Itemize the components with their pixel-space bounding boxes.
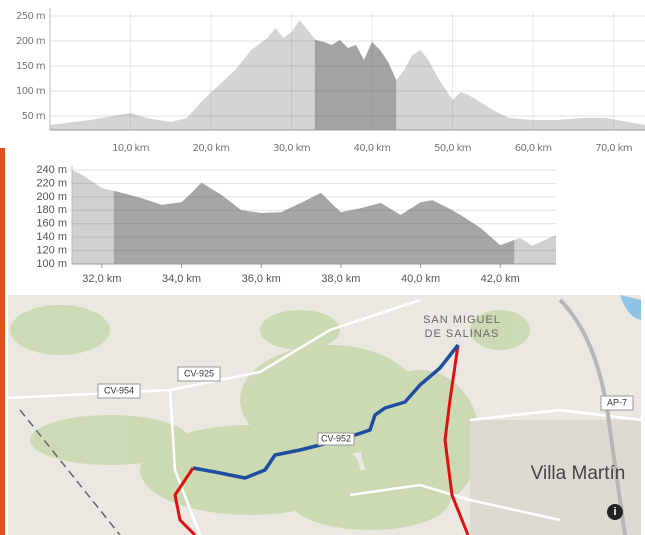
y-tick-label: 120 m — [36, 244, 67, 256]
x-tick-label: 10,0 km — [112, 143, 149, 154]
y-tick-label: 220 m — [36, 177, 67, 189]
x-tick-label: 38,0 km — [321, 273, 360, 285]
y-tick-label: 180 m — [36, 204, 67, 216]
x-tick-label: 42,0 km — [481, 273, 520, 285]
x-tick-label: 40,0 km — [401, 273, 440, 285]
y-tick-label: 150 m — [16, 61, 45, 72]
place-label: SAN MIGUEL — [423, 314, 501, 326]
info-icon: i — [613, 506, 616, 518]
highlight-area — [314, 38, 397, 130]
highlight-area — [113, 182, 515, 264]
charts: 50 m 100 m 150 m 200 m 250 m 10,0 km 20,0 km 30… — [15, 8, 645, 285]
y-tick-label: 200 m — [16, 36, 45, 47]
road-label: AP-7 — [607, 397, 627, 407]
y-tick-label: 160 m — [36, 218, 67, 230]
x-tick-label: 50,0 km — [434, 143, 471, 154]
x-tick-label: 34,0 km — [162, 273, 201, 285]
y-tick-label: 250 m — [16, 11, 45, 22]
y-tick-label: 140 m — [36, 231, 67, 243]
info-button[interactable] — [607, 504, 623, 520]
x-tick-label: 30,0 km — [273, 143, 310, 154]
x-tick-label: 40,0 km — [354, 143, 391, 154]
x-tick-label: 36,0 km — [242, 273, 281, 285]
y-tick-label: 50 m — [22, 111, 45, 122]
road-label: CV-952 — [321, 433, 351, 443]
y-tick-label: 240 m — [36, 164, 67, 176]
place-label: DE SALINAS — [425, 328, 500, 340]
x-tick-label: 32,0 km — [82, 273, 121, 285]
x-tick-label: 70,0 km — [595, 143, 632, 154]
x-tick-label: 60,0 km — [515, 143, 552, 154]
road-label: CV-954 — [104, 385, 134, 395]
map: SAN MIGUEL DE SALINAS CV-954 CV-925 AP-7… — [8, 295, 641, 535]
town-label: Villa Martín — [531, 463, 626, 484]
x-tick-label: 20,0 km — [193, 143, 230, 154]
road-label: CV-925 — [184, 368, 214, 378]
y-tick-label: 200 m — [36, 191, 67, 203]
side-bar — [0, 148, 5, 535]
y-tick-label: 100 m — [36, 258, 67, 270]
y-tick-label: 100 m — [16, 86, 45, 97]
